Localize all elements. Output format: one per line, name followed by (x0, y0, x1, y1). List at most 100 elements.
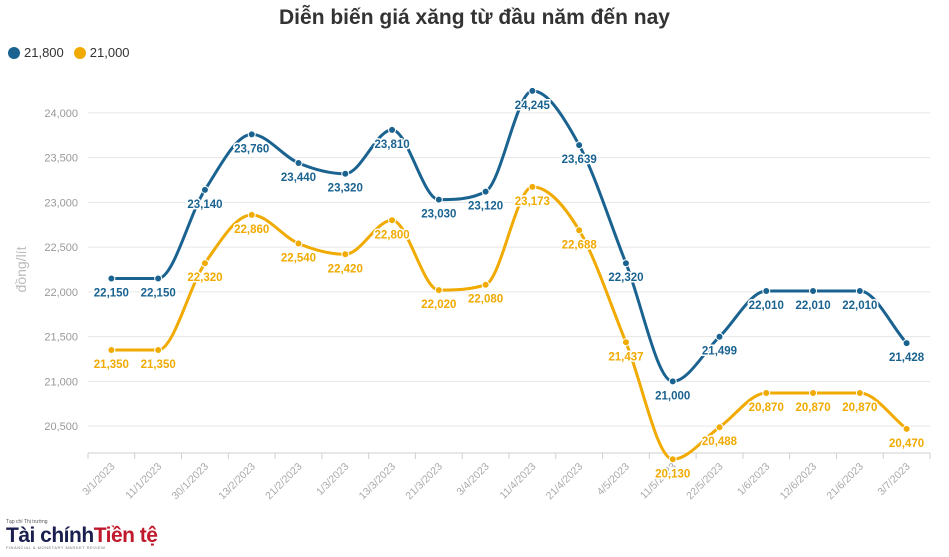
data-point-series-1 (247, 130, 256, 139)
legend: 21,800 21,000 (8, 45, 130, 60)
y-tick-label: 24,000 (44, 108, 78, 120)
data-label-series-1: 21,428 (889, 352, 925, 364)
data-label-series-1: 21,499 (702, 346, 737, 358)
x-tick-label: 1/3/2023 (314, 461, 351, 498)
data-label-series-1: 23,639 (562, 154, 597, 166)
data-label-series-1: 23,760 (234, 143, 269, 155)
data-label-series-2: 22,540 (281, 253, 316, 265)
chart-title: Diễn biến giá xăng từ đầu năm đến nay (279, 6, 670, 29)
logo-wordmark-part-2: Tiền tệ (93, 524, 158, 547)
data-point-series-2 (762, 389, 771, 398)
data-label-series-2: 22,320 (187, 272, 222, 284)
logo-wordmark-part-1: Tài chính (6, 524, 94, 547)
data-point-series-1 (575, 141, 584, 150)
data-label-series-2: 20,870 (842, 402, 877, 414)
data-point-series-2 (481, 280, 490, 289)
y-tick-label: 21,500 (44, 332, 78, 344)
data-point-series-1 (341, 169, 350, 178)
data-label-series-1: 23,120 (468, 201, 503, 213)
y-tick-label: 23,000 (44, 197, 78, 209)
data-label-series-1: 22,150 (94, 287, 129, 299)
data-point-series-2 (809, 389, 818, 398)
data-point-series-2 (341, 250, 350, 259)
y-tick-label: 23,500 (44, 153, 78, 165)
data-point-series-1 (107, 274, 116, 283)
x-tick-label: 22/5/2023 (684, 461, 726, 503)
data-label-series-2: 22,860 (234, 224, 269, 236)
data-point-series-1 (902, 339, 911, 348)
data-label-series-1: 23,030 (421, 209, 456, 221)
data-point-series-1 (715, 332, 724, 341)
x-tick-label: 21/2/2023 (263, 461, 305, 503)
data-label-series-2: 20,470 (889, 438, 924, 450)
legend-swatch-series-1 (8, 46, 20, 59)
data-point-series-1 (809, 286, 818, 295)
series-line-2 (109, 185, 909, 461)
data-label-series-1: 21,000 (655, 390, 690, 402)
data-point-series-2 (855, 389, 864, 398)
data-point-series-2 (247, 210, 256, 219)
data-label-series-1: 23,320 (328, 183, 363, 195)
x-tick-label: 13/3/2023 (357, 461, 399, 503)
data-point-series-1 (668, 377, 677, 386)
data-point-series-2 (388, 216, 397, 225)
data-label-series-2: 20,870 (749, 402, 784, 414)
legend-swatch-series-2 (73, 46, 86, 59)
x-tick-label: 12/6/2023 (778, 461, 820, 503)
x-tick-label: 3/7/2023 (875, 461, 912, 498)
data-label-series-2: 22,020 (421, 299, 456, 311)
y-tick-label: 22,500 (44, 242, 78, 254)
data-label-series-2: 20,870 (795, 402, 830, 414)
data-point-series-1 (481, 187, 490, 196)
legend-label-series-1: 21,800 (24, 45, 64, 60)
data-point-series-1 (294, 158, 303, 167)
x-tick-label: 3/4/2023 (454, 461, 491, 498)
data-point-series-2 (107, 346, 116, 355)
x-tick-label: 21/6/2023 (824, 461, 866, 503)
x-tick-label: 4/5/2023 (595, 461, 632, 498)
data-label-series-1: 22,150 (141, 287, 176, 299)
y-axis-title: đồng/lít (13, 246, 29, 292)
data-point-series-2 (294, 239, 303, 248)
y-tick-label: 21,000 (44, 376, 78, 388)
data-point-series-1 (434, 195, 443, 204)
legend-label-series-2: 21,000 (89, 45, 130, 60)
data-point-series-2 (200, 259, 209, 268)
data-label-series-2: 21,350 (94, 359, 129, 371)
x-tick-label: 11/5/2023 (638, 461, 679, 502)
logo-tagline: Tạp chí Thị trường (6, 519, 48, 525)
data-point-series-2 (575, 226, 584, 235)
data-label-series-2: 22,080 (468, 294, 503, 306)
data-label-series-1: 24,245 (515, 100, 551, 112)
data-label-series-2: 22,800 (374, 229, 409, 241)
data-label-series-1: 22,010 (842, 300, 877, 312)
x-tick-label: 30/1/2023 (170, 461, 212, 503)
x-tick-label: 11/4/2023 (498, 461, 539, 502)
x-tick-label: 11/1/2023 (123, 461, 164, 502)
logo-subtitle: FINANCIAL & MONETARY MARKET REVIEW (6, 545, 106, 550)
data-label-series-1: 23,440 (281, 172, 316, 184)
data-point-series-2 (715, 423, 724, 432)
data-label-series-1: 22,320 (608, 272, 643, 284)
data-point-series-2 (528, 182, 537, 191)
publisher-logo: Tạp chí Thị trường Tài chínhTiền tệ FINA… (6, 519, 158, 550)
data-label-series-2: 22,420 (328, 263, 363, 275)
data-label-series-1: 23,810 (374, 139, 409, 151)
y-tick-label: 22,000 (44, 287, 78, 299)
data-label-series-2: 21,437 (608, 351, 643, 363)
data-label-series-2: 20,488 (702, 436, 738, 448)
y-tick-label: 20,500 (44, 421, 78, 433)
data-label-series-2: 23,173 (515, 196, 550, 208)
data-point-series-2 (668, 455, 677, 464)
data-point-series-1 (528, 86, 537, 95)
data-point-series-1 (200, 185, 209, 194)
data-label-series-2: 20,130 (655, 468, 690, 480)
data-point-series-2 (621, 338, 630, 347)
legend-item-series-1[interactable]: 21,800 (8, 45, 64, 60)
legend-item-series-2[interactable]: 21,000 (73, 45, 130, 60)
x-tick-label: 3/1/2023 (80, 461, 117, 498)
data-label-series-2: 21,350 (141, 359, 176, 371)
data-point-series-2 (902, 424, 911, 433)
data-point-series-1 (621, 259, 630, 268)
